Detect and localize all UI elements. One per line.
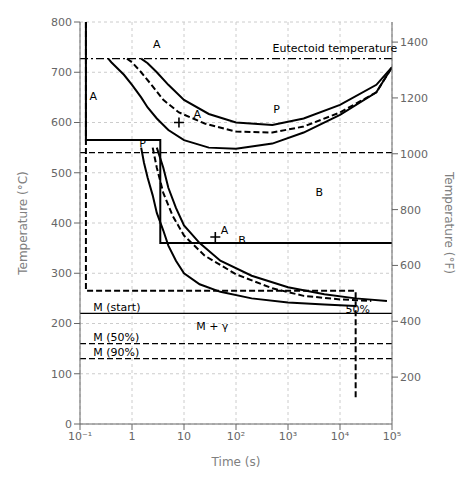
svg-text:M + γ: M + γ (196, 320, 229, 333)
svg-text:300: 300 (51, 267, 72, 280)
svg-text:A: A (153, 38, 161, 51)
svg-text:Time (s): Time (s) (211, 455, 261, 469)
svg-text:A: A (221, 224, 229, 237)
svg-text:1000: 1000 (400, 148, 428, 161)
svg-text:400: 400 (400, 315, 421, 328)
svg-text:600: 600 (400, 259, 421, 272)
svg-text:A: A (90, 90, 98, 103)
svg-text:800: 800 (51, 16, 72, 29)
svg-text:M (start): M (start) (93, 301, 140, 314)
svg-text:600: 600 (51, 116, 72, 129)
svg-text:0: 0 (65, 418, 72, 431)
svg-text:10⁻¹: 10⁻¹ (68, 430, 92, 443)
svg-text:B: B (316, 186, 324, 199)
svg-text:M (50%): M (50%) (93, 331, 139, 344)
svg-text:Temperature (°C): Temperature (°C) (16, 171, 30, 276)
svg-text:100: 100 (51, 368, 72, 381)
svg-text:200: 200 (51, 317, 72, 330)
svg-text:10⁵: 10⁵ (383, 430, 401, 443)
svg-text:700: 700 (51, 66, 72, 79)
svg-text:B: B (238, 234, 246, 247)
svg-text:A: A (194, 108, 202, 121)
svg-text:50%: 50% (346, 303, 370, 316)
svg-text:1200: 1200 (400, 92, 428, 105)
svg-text:200: 200 (400, 371, 421, 384)
svg-text:800: 800 (400, 204, 421, 217)
svg-text:400: 400 (51, 217, 72, 230)
svg-text:10⁴: 10⁴ (331, 430, 350, 443)
svg-text:1: 1 (129, 430, 136, 443)
svg-text:Temperature (°F): Temperature (°F) (442, 171, 456, 274)
svg-text:P: P (273, 103, 280, 116)
svg-text:10²: 10² (227, 430, 245, 443)
svg-text:M (90%): M (90%) (93, 346, 139, 359)
svg-text:500: 500 (51, 167, 72, 180)
svg-text:10³: 10³ (279, 430, 297, 443)
svg-text:1400: 1400 (400, 36, 428, 49)
svg-text:Eutectoid temperature: Eutectoid temperature (273, 42, 398, 55)
svg-text:10: 10 (177, 430, 191, 443)
svg-text:P: P (139, 137, 146, 150)
